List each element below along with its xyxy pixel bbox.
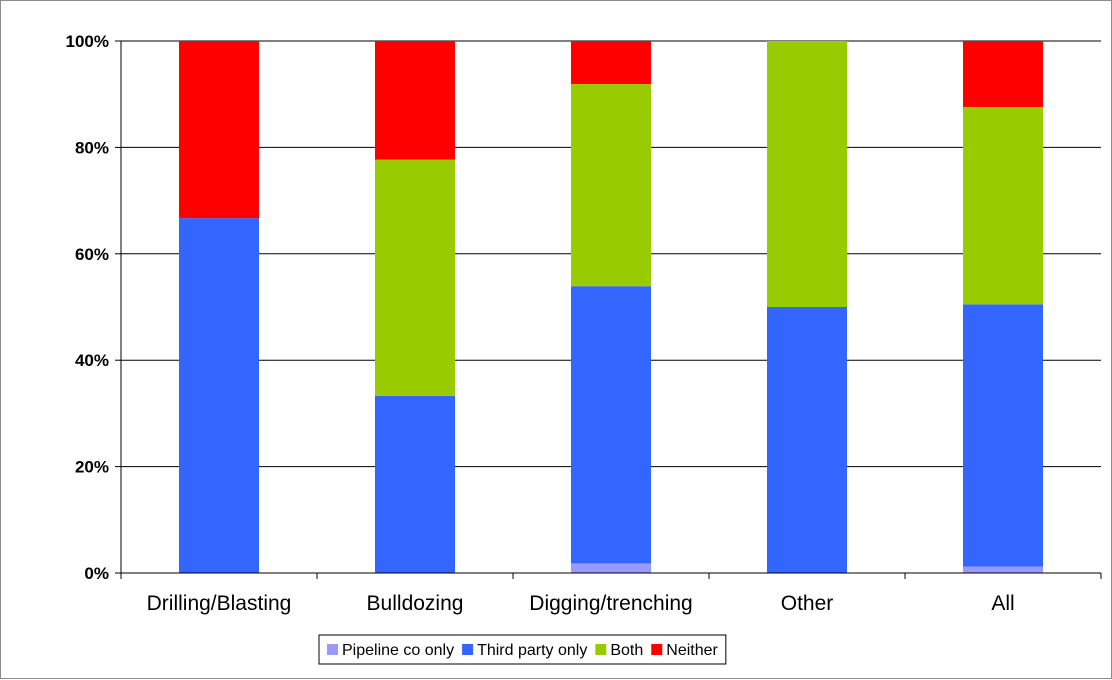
axes: 0% 20% 40% 60% 80% 100% Drilling/Blasting Bulld… xyxy=(66,32,1102,615)
x-tick-label: Drilling/Blasting xyxy=(147,592,292,615)
legend-swatch xyxy=(651,644,663,655)
legend-label: Both xyxy=(610,642,643,659)
y-tick-label: 20% xyxy=(75,458,109,477)
bar-segment xyxy=(375,159,455,396)
bar-segment xyxy=(571,286,651,564)
legend-label: Pipeline co only xyxy=(342,642,454,659)
y-tick-label: 60% xyxy=(75,245,109,264)
x-tick-label: All xyxy=(991,592,1014,615)
legend-label: Neither xyxy=(666,642,718,659)
bar-segment xyxy=(963,106,1043,305)
legend: Pipeline co only Third party only Both Neit… xyxy=(318,634,727,665)
bar-segment xyxy=(963,304,1043,567)
bar-segment xyxy=(963,566,1043,573)
bar-segment xyxy=(571,84,651,287)
y-tick-label: 100% xyxy=(66,32,109,51)
x-tick-label: Digging/trenching xyxy=(529,592,692,615)
legend-swatch xyxy=(327,644,338,655)
y-tick-label: 40% xyxy=(75,351,109,370)
bar-segment xyxy=(963,41,1043,107)
bar-segment xyxy=(179,41,259,219)
x-tick-label: Other xyxy=(781,592,834,615)
bar-segment xyxy=(179,218,259,573)
legend-swatch xyxy=(595,644,607,655)
legend-label: Third party only xyxy=(477,642,587,659)
bar-segment xyxy=(767,41,847,307)
bar-segment xyxy=(571,41,651,85)
legend-swatch xyxy=(462,644,474,655)
bars xyxy=(179,41,1043,573)
bar-segment xyxy=(571,563,651,573)
y-tick-label: 80% xyxy=(75,138,109,157)
bar-segment xyxy=(767,307,847,573)
bar-segment xyxy=(375,41,455,160)
y-tick-label: 0% xyxy=(84,564,109,583)
bar-segment xyxy=(375,395,455,573)
x-tick-label: Bulldozing xyxy=(367,592,464,615)
